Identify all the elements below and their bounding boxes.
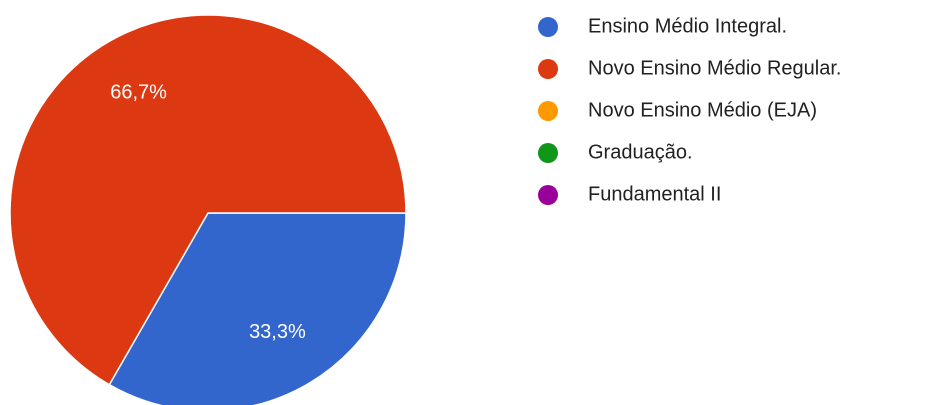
pie-slice [9, 14, 407, 386]
slice-label: 66,7% [110, 81, 167, 103]
legend-label: Novo Ensino Médio (EJA) [588, 99, 817, 121]
legend-swatch [538, 17, 558, 37]
legend-swatch [538, 59, 558, 79]
legend-label: Graduação. [588, 141, 693, 163]
legend-swatch [538, 101, 558, 121]
legend-label: Fundamental II [588, 183, 721, 205]
slice-label: 33,3% [249, 321, 306, 343]
legend-label: Novo Ensino Médio Regular. [588, 57, 841, 79]
legend-swatch [538, 185, 558, 205]
legend-swatch [538, 143, 558, 163]
legend-label: Ensino Médio Integral. [588, 15, 787, 37]
